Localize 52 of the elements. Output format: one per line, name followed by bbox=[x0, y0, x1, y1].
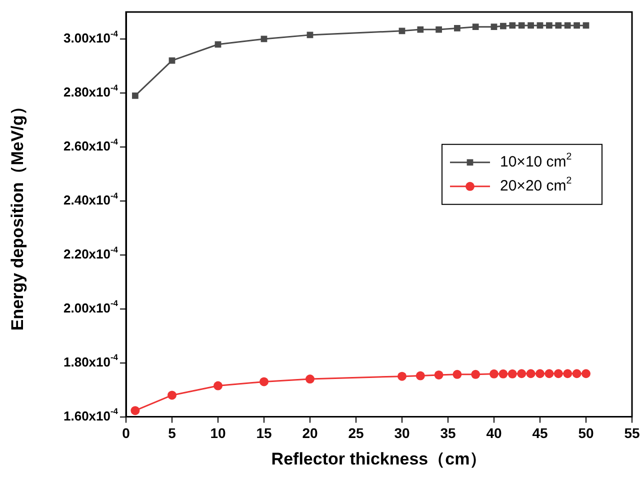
x-tick-label: 15 bbox=[256, 425, 272, 442]
point bbox=[517, 369, 526, 378]
point bbox=[563, 369, 572, 378]
y-axis-title: Energy deposition（MeV/g） bbox=[8, 98, 27, 331]
point bbox=[214, 41, 222, 48]
x-tick-label: 50 bbox=[578, 425, 594, 442]
x-tick-label: 30 bbox=[394, 425, 410, 442]
point bbox=[168, 57, 176, 64]
point bbox=[555, 22, 562, 29]
point bbox=[214, 381, 222, 390]
x-tick-label: 20 bbox=[302, 425, 318, 442]
point bbox=[398, 372, 406, 381]
point bbox=[509, 22, 516, 29]
point bbox=[508, 369, 517, 378]
point bbox=[306, 374, 314, 384]
point bbox=[132, 92, 138, 99]
point bbox=[398, 28, 406, 34]
x-tick-label: 10 bbox=[210, 425, 226, 442]
point bbox=[498, 369, 508, 378]
point bbox=[436, 26, 442, 33]
point bbox=[490, 369, 498, 378]
point bbox=[546, 22, 552, 29]
point bbox=[518, 22, 525, 29]
point bbox=[564, 22, 571, 29]
point bbox=[416, 371, 425, 380]
point bbox=[500, 22, 506, 30]
point bbox=[168, 390, 176, 400]
point bbox=[572, 369, 582, 378]
x-tick-label: 55 bbox=[624, 425, 640, 442]
x-tick-label: 45 bbox=[532, 425, 548, 442]
point bbox=[490, 24, 498, 30]
point bbox=[454, 25, 460, 32]
x-tick-label: 5 bbox=[168, 425, 176, 442]
point bbox=[471, 370, 480, 379]
point bbox=[417, 26, 424, 33]
point bbox=[526, 369, 536, 378]
point bbox=[544, 369, 554, 378]
x-axis-title: Reflector thickness（cm） bbox=[271, 449, 487, 468]
point bbox=[130, 406, 140, 416]
point bbox=[574, 22, 580, 29]
point bbox=[528, 22, 534, 29]
point bbox=[582, 369, 590, 378]
x-tick-label: 0 bbox=[122, 425, 130, 442]
x-tick-label: 35 bbox=[440, 425, 456, 442]
point bbox=[554, 369, 563, 378]
x-tick-label: 40 bbox=[486, 425, 502, 442]
point bbox=[260, 377, 268, 386]
point bbox=[434, 370, 444, 380]
point bbox=[536, 369, 544, 378]
x-tick-label: 25 bbox=[348, 425, 364, 442]
point bbox=[452, 370, 462, 379]
point bbox=[472, 24, 479, 30]
